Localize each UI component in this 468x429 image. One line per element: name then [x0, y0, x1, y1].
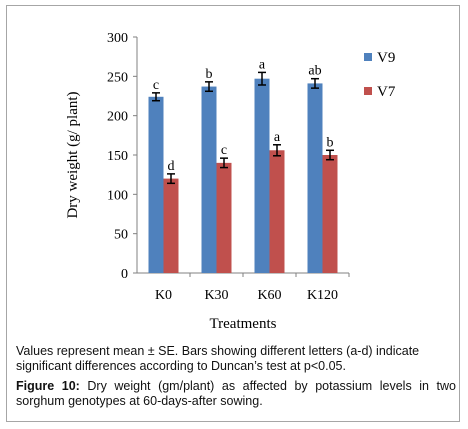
bar-V7-K0 [163, 178, 179, 273]
y-tick-label: 0 [121, 267, 128, 282]
bar-V7-K30 [216, 162, 232, 273]
legend-label-V7: V7 [377, 84, 396, 100]
caption-text: Dry weight (gm/plant) as affected by pot… [16, 379, 456, 408]
x-axis: K0 K30 K60 K120 [137, 272, 350, 303]
significance-letter: b [327, 135, 334, 150]
bar-chart: 0 50 100 150 200 250 300 K0 K30 K60 K120 c d b c a a ab… [65, 31, 396, 332]
significance-letter: ab [308, 64, 321, 79]
bar-V7-K60 [269, 150, 285, 273]
significance-letter: b [206, 67, 213, 82]
y-tick-label: 200 [107, 110, 128, 125]
y-tick-label: 300 [107, 31, 128, 46]
bar-V9-K60 [254, 78, 270, 274]
bar-V9-K0 [148, 96, 164, 273]
note-text: Values represent mean ± SE. Bars showing… [16, 344, 420, 373]
x-tick-label: K0 [155, 288, 172, 303]
significance-letter: d [168, 159, 175, 174]
y-tick-label: 50 [114, 228, 128, 243]
y-axis-title: Dry weight (g/ plant) [65, 91, 81, 218]
significance-letter: c [221, 143, 227, 158]
figure-frame [6, 5, 460, 422]
legend-swatch-V7 [364, 87, 372, 95]
x-tick-label: K60 [257, 288, 281, 303]
figure-caption: Figure 10: Dry weight (gm/plant) as affe… [16, 379, 456, 409]
y-tick-label: 100 [107, 188, 128, 203]
significance-letter: c [153, 78, 159, 93]
y-tick-label: 150 [107, 149, 128, 164]
y-axis: 0 50 100 150 200 250 300 [107, 31, 138, 282]
x-tick-label: K30 [204, 288, 228, 303]
bar-V9-K30 [201, 86, 217, 273]
bar-V7-K120 [322, 155, 338, 273]
x-axis-title: Treatments [210, 316, 277, 332]
x-tick-label: K120 [307, 288, 338, 303]
y-tick-label: 250 [107, 70, 128, 85]
significance-letter: a [259, 57, 266, 72]
legend-swatch-V9 [364, 53, 372, 61]
caption-label: Figure 10: [16, 379, 80, 393]
bars: c d b c a a ab b [148, 57, 338, 274]
legend-label-V9: V9 [377, 50, 395, 66]
bar-V9-K120 [307, 83, 323, 273]
significance-letter: a [274, 130, 281, 145]
legend: V9 V7 [364, 50, 396, 100]
